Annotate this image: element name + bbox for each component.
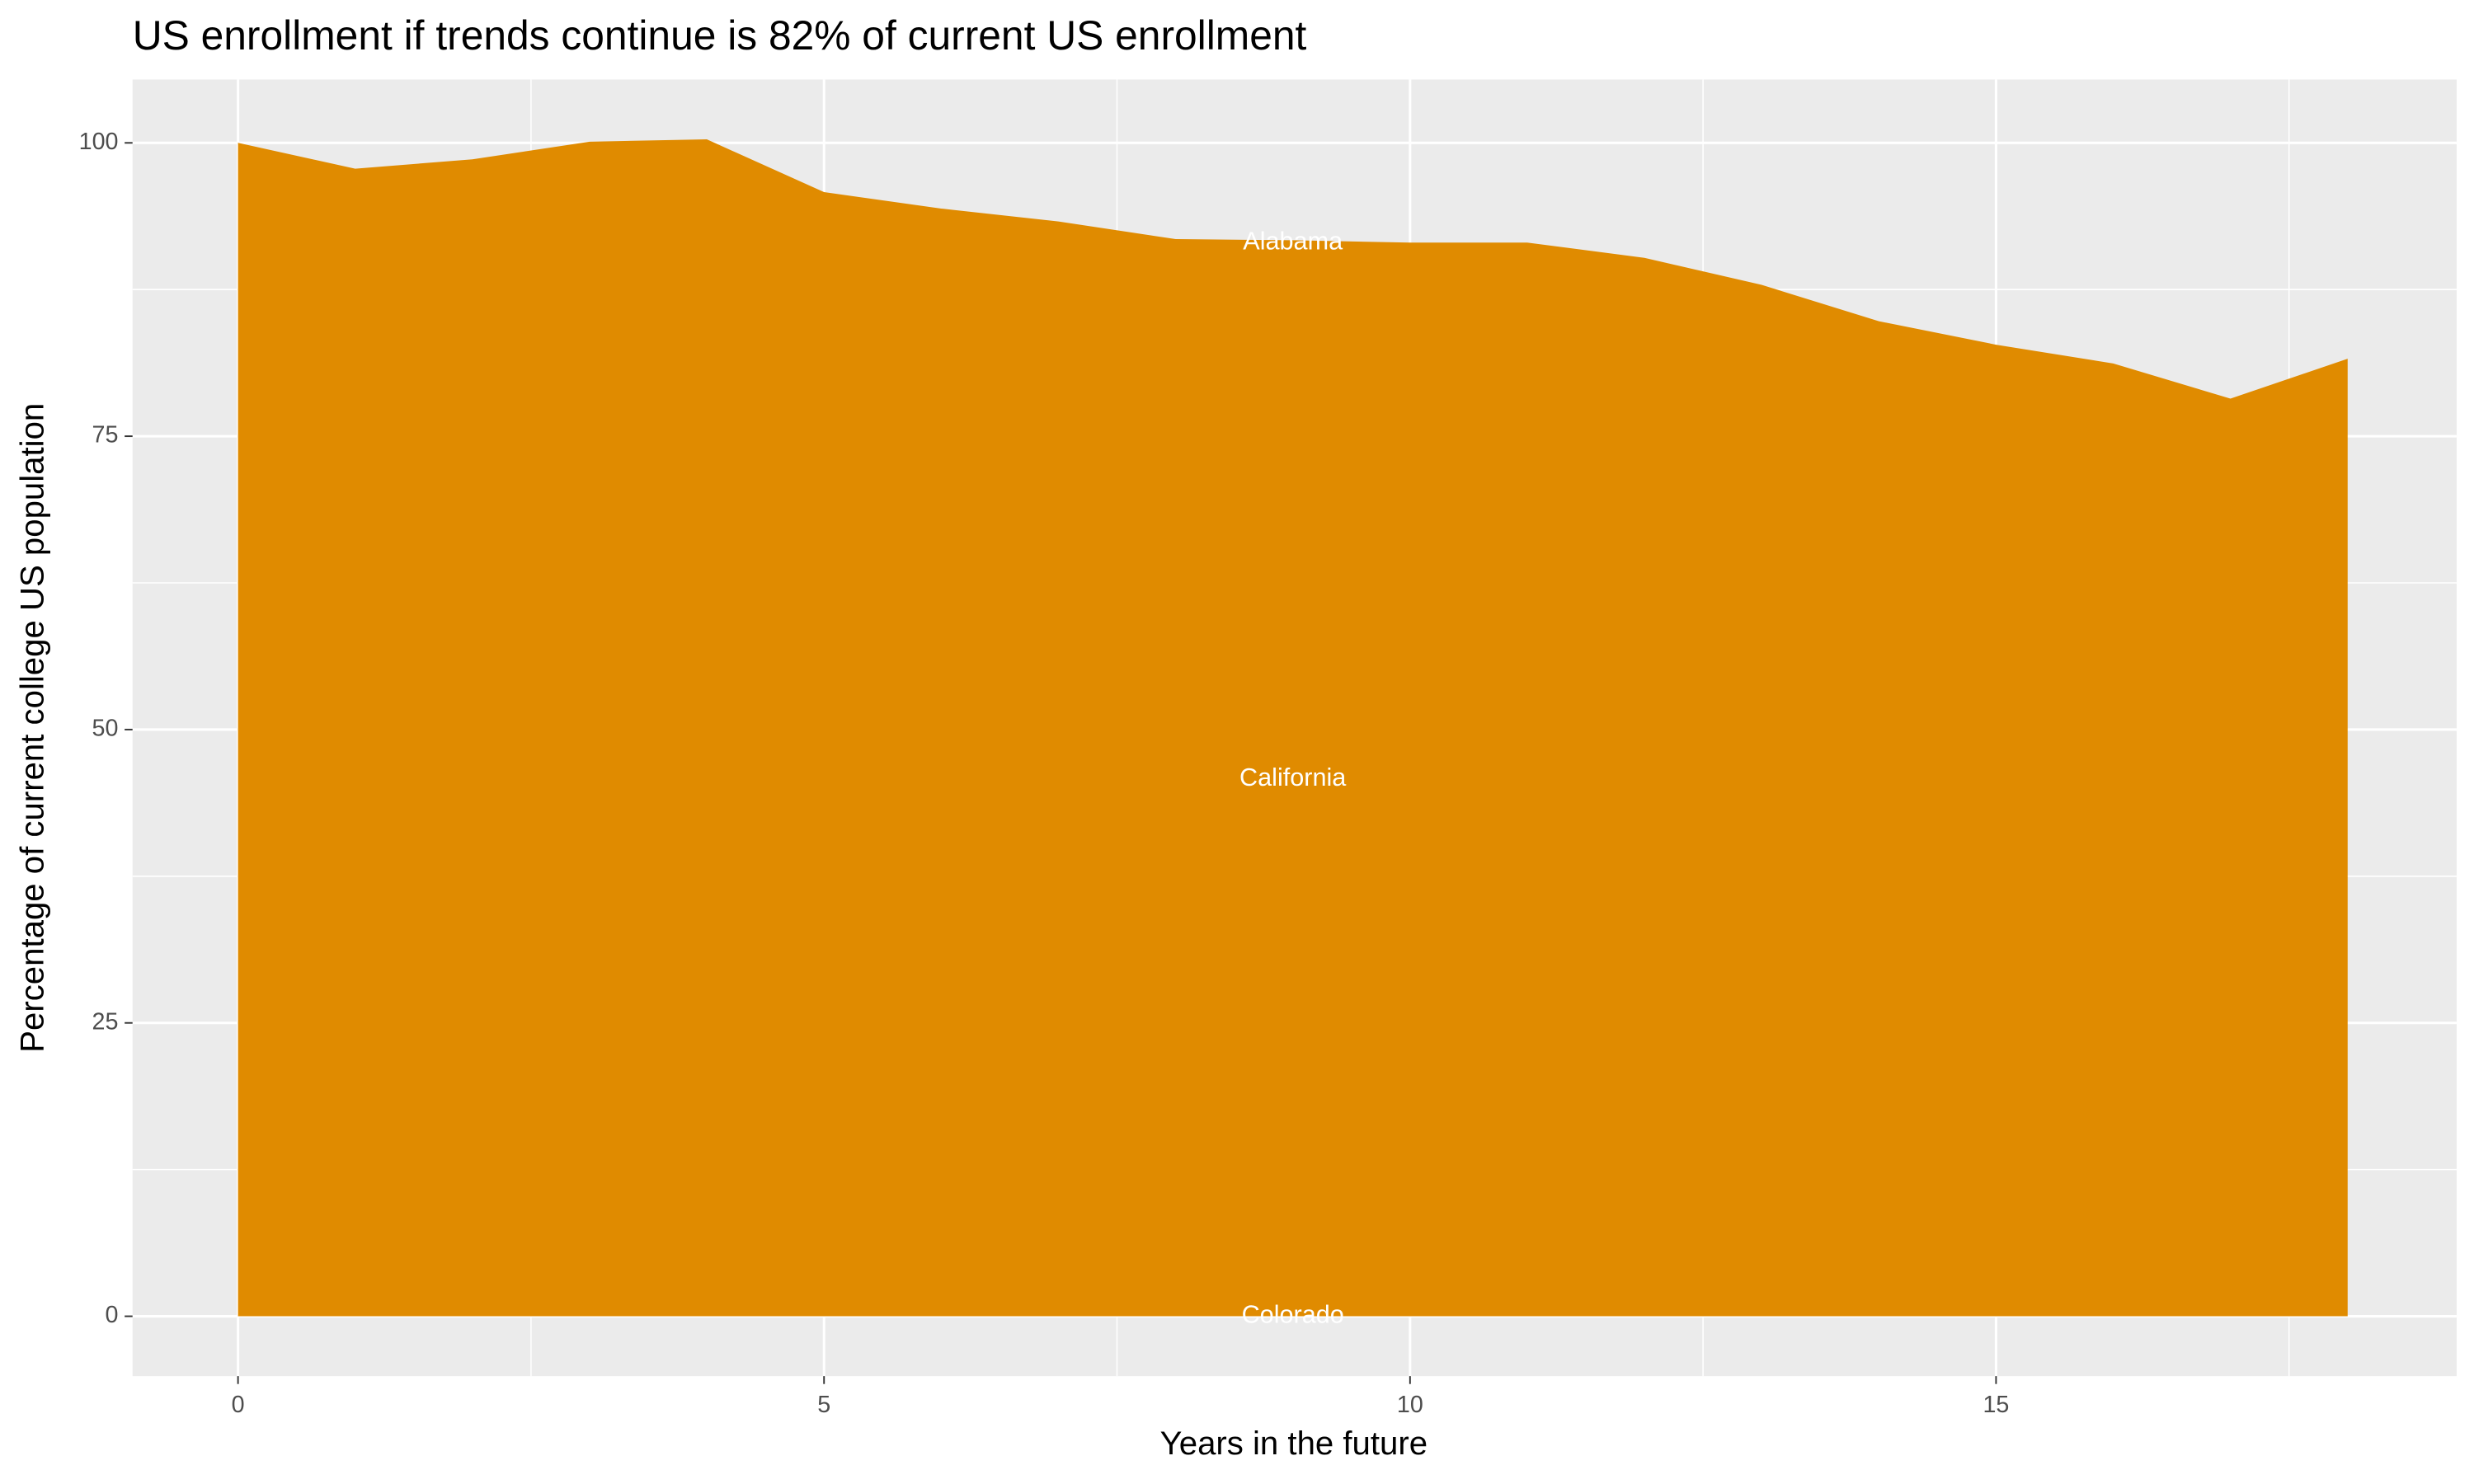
annotation: California <box>1239 763 1347 791</box>
x-axis-title: Years in the future <box>1160 1425 1427 1462</box>
labels: 0 5 10 15 0 25 50 75 100 Alabama California Colorad… <box>79 129 2010 1418</box>
y-tick-label: 50 <box>92 715 119 741</box>
x-tick-label: 10 <box>1397 1392 1423 1418</box>
y-tick-label: 0 <box>106 1302 119 1328</box>
y-axis-title: Percentage of current college US populat… <box>14 403 51 1053</box>
y-tick-label: 100 <box>79 129 119 155</box>
x-tick-label: 0 <box>232 1392 245 1418</box>
x-tick-label: 15 <box>1982 1392 2009 1418</box>
annotation: Colorado <box>1242 1301 1344 1329</box>
annotation: Alabama <box>1243 227 1343 255</box>
y-tick-label: 25 <box>92 1008 119 1035</box>
chart-title: US enrollment if trends continue is 82% … <box>133 12 1307 59</box>
y-tick-label: 75 <box>92 422 119 448</box>
area <box>238 139 2348 1317</box>
x-tick-label: 5 <box>817 1392 830 1418</box>
marks <box>238 139 2348 1317</box>
